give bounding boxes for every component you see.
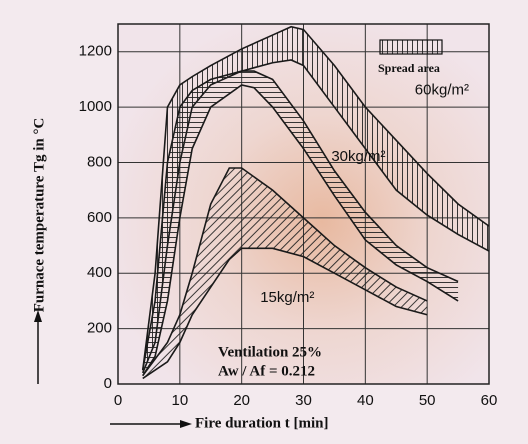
annotation: Aw / Af = 0.212: [218, 363, 315, 379]
band-edge: [142, 84, 459, 377]
y-tick-label: 0: [104, 375, 112, 392]
band-fill: [142, 26, 489, 373]
band-fill: [142, 168, 428, 379]
series-label: 60kg/m²: [415, 81, 469, 98]
series-label: 15kg/m²: [260, 289, 314, 306]
y-arrow-head: [34, 310, 42, 322]
x-axis-label: Fire duration t [min]: [195, 415, 328, 431]
band-fill: [142, 71, 459, 376]
plot-frame: [117, 23, 490, 385]
x-arrow-head: [180, 420, 192, 428]
legend-swatch: [379, 39, 443, 55]
x-tick-label: 10: [171, 392, 188, 409]
y-tick-label: 800: [87, 153, 112, 170]
x-tick-label: 0: [114, 392, 122, 409]
band-edge: [142, 247, 428, 380]
annotation: Ventilation 25%: [218, 344, 322, 360]
series-label: 30kg/m²: [331, 148, 385, 165]
y-axis-label: Furnace temperature Tg in °C: [31, 118, 47, 313]
band-edge: [141, 70, 459, 371]
y-tick-label: 400: [87, 264, 112, 281]
x-tick-label: 20: [233, 392, 250, 409]
x-tick-label: 30: [295, 392, 312, 409]
x-tick-label: 50: [419, 392, 436, 409]
y-tick-label: 1200: [79, 43, 112, 60]
band-edge: [141, 25, 490, 371]
y-tick-label: 1000: [79, 98, 112, 115]
y-tick-label: 600: [87, 209, 112, 226]
y-tick-label: 200: [87, 320, 112, 337]
x-tick-label: 60: [481, 392, 498, 409]
x-tick-label: 40: [357, 392, 374, 409]
legend-label: Spread area: [378, 61, 440, 75]
band-edge: [142, 167, 428, 377]
